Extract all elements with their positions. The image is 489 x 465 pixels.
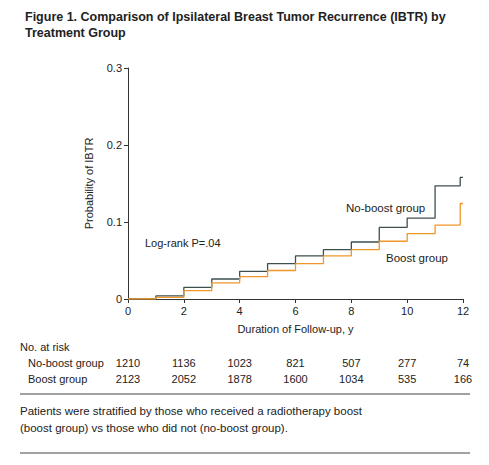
svg-text:0: 0	[116, 293, 122, 305]
svg-text:10: 10	[401, 305, 413, 317]
svg-text:535: 535	[398, 373, 416, 385]
svg-text:74: 74	[457, 357, 469, 369]
svg-text:507: 507	[342, 357, 360, 369]
svg-text:2123: 2123	[116, 373, 140, 385]
svg-text:1210: 1210	[116, 357, 140, 369]
svg-text:1023: 1023	[227, 357, 251, 369]
svg-text:166: 166	[454, 373, 472, 385]
svg-text:1878: 1878	[227, 373, 251, 385]
svg-text:0.3: 0.3	[107, 62, 122, 74]
svg-text:Patients were stratified by th: Patients were stratified by those who re…	[20, 405, 365, 417]
svg-text:2: 2	[181, 305, 187, 317]
svg-text:Log-rank P=.04: Log-rank P=.04	[145, 237, 221, 249]
svg-text:Boost group: Boost group	[28, 373, 87, 385]
svg-text:(boost group) vs those who did: (boost group) vs those who did not (no-b…	[20, 422, 288, 434]
svg-text:821: 821	[286, 357, 304, 369]
svg-text:277: 277	[398, 357, 416, 369]
svg-text:No-boost group: No-boost group	[28, 357, 104, 369]
svg-text:Treatment Group: Treatment Group	[25, 26, 126, 40]
svg-text:0.2: 0.2	[107, 139, 122, 151]
svg-text:No. at risk: No. at risk	[20, 341, 70, 353]
svg-text:No-boost group: No-boost group	[346, 202, 425, 214]
svg-text:1034: 1034	[339, 373, 363, 385]
svg-text:0: 0	[125, 305, 131, 317]
svg-text:8: 8	[348, 305, 354, 317]
svg-text:4: 4	[237, 305, 243, 317]
svg-text:12: 12	[457, 305, 469, 317]
svg-text:Boost group: Boost group	[386, 252, 448, 264]
svg-text:Duration of Follow-up, y: Duration of Follow-up, y	[237, 323, 354, 335]
svg-text:2052: 2052	[172, 373, 196, 385]
svg-text:Probability of IBTR: Probability of IBTR	[83, 138, 95, 230]
svg-text:6: 6	[292, 305, 298, 317]
svg-text:1136: 1136	[172, 357, 196, 369]
svg-text:0.1: 0.1	[107, 216, 122, 228]
svg-text:Figure 1. Comparison of Ipsila: Figure 1. Comparison of Ipsilateral Brea…	[25, 10, 449, 24]
svg-text:1600: 1600	[283, 373, 307, 385]
